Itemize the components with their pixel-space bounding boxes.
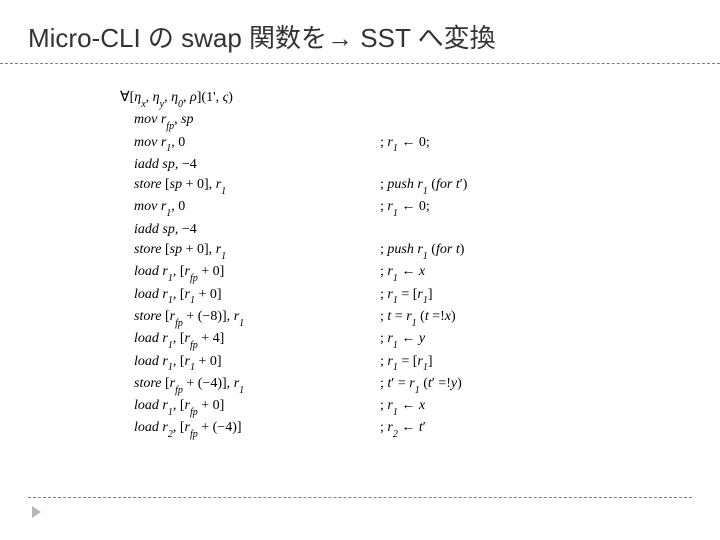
comment-cell: ; r1 ← x xyxy=(380,262,425,284)
instr-cell: mov r1, 0 xyxy=(120,197,380,219)
listing-header: ∀[ηx, ηy, η0, ρ](1', ς) xyxy=(120,88,630,110)
instr-cell: iadd sp, −4 xyxy=(120,220,380,240)
comment-cell: ; r1 = [r1] xyxy=(380,285,433,307)
header-text: ∀[ηx, ηy, η0, ρ](1', ς) xyxy=(120,88,380,110)
instr-cell: load r2, [rfp + (−4)] xyxy=(120,418,380,440)
listing-row: load r1, [rfp + 0]; r1 ← x xyxy=(120,262,630,284)
comment-cell: ; r1 ← 0; xyxy=(380,197,430,219)
play-marker-icon xyxy=(32,506,41,518)
comment-cell: ; t = r1 (t =!x) xyxy=(380,307,456,329)
comment-cell: ; r1 ← y xyxy=(380,329,425,351)
comment-cell: ; r1 = [r1] xyxy=(380,352,433,374)
comment-cell: ; r1 ← 0; xyxy=(380,133,430,155)
listing-row: store [sp + 0], r1; push r1 (for t) xyxy=(120,240,630,262)
comment-cell: ; t′ = r1 (t′ =!y) xyxy=(380,374,462,396)
listing-row: mov r1, 0; r1 ← 0; xyxy=(120,197,630,219)
bottom-divider xyxy=(28,497,692,498)
listing-row: load r2, [rfp + (−4)]; r2 ← t′ xyxy=(120,418,630,440)
listing-row: load r1, [r1 + 0]; r1 = [r1] xyxy=(120,352,630,374)
instr-cell: load r1, [rfp + 0] xyxy=(120,396,380,418)
instr-cell: load r1, [rfp + 4] xyxy=(120,329,380,351)
instr-cell: load r1, [rfp + 0] xyxy=(120,262,380,284)
page-title: Micro-CLI の swap 関数を→ SST へ変換 xyxy=(0,0,720,64)
code-listing: ∀[ηx, ηy, η0, ρ](1', ς) mov rfp, sp mov … xyxy=(0,64,720,441)
instr-cell: store [sp + 0], r1 xyxy=(120,240,380,262)
instr-cell: store [rfp + (−4)], r1 xyxy=(120,374,380,396)
instr-cell: store [sp + 0], r1 xyxy=(120,175,380,197)
listing-row: iadd sp, −4 xyxy=(120,220,630,240)
listing-row: load r1, [rfp + 4]; r1 ← y xyxy=(120,329,630,351)
instr-cell: iadd sp, −4 xyxy=(120,155,380,175)
instr-cell: mov rfp, sp xyxy=(120,110,380,132)
instr-cell: mov r1, 0 xyxy=(120,133,380,155)
comment-cell: ; push r1 (for t) xyxy=(380,240,464,262)
comment-cell: ; r2 ← t′ xyxy=(380,418,426,440)
listing-row: mov r1, 0; r1 ← 0; xyxy=(120,133,630,155)
listing-row: iadd sp, −4 xyxy=(120,155,630,175)
listing-row: load r1, [rfp + 0]; r1 ← x xyxy=(120,396,630,418)
listing-row: mov rfp, sp xyxy=(120,110,630,132)
instr-cell: store [rfp + (−8)], r1 xyxy=(120,307,380,329)
listing-row: load r1, [r1 + 0]; r1 = [r1] xyxy=(120,285,630,307)
comment-cell: ; r1 ← x xyxy=(380,396,425,418)
listing-row: store [sp + 0], r1; push r1 (for t′) xyxy=(120,175,630,197)
instr-cell: load r1, [r1 + 0] xyxy=(120,352,380,374)
instr-cell: load r1, [r1 + 0] xyxy=(120,285,380,307)
listing-row: store [rfp + (−8)], r1; t = r1 (t =!x) xyxy=(120,307,630,329)
listing-row: store [rfp + (−4)], r1; t′ = r1 (t′ =!y) xyxy=(120,374,630,396)
comment-cell: ; push r1 (for t′) xyxy=(380,175,467,197)
